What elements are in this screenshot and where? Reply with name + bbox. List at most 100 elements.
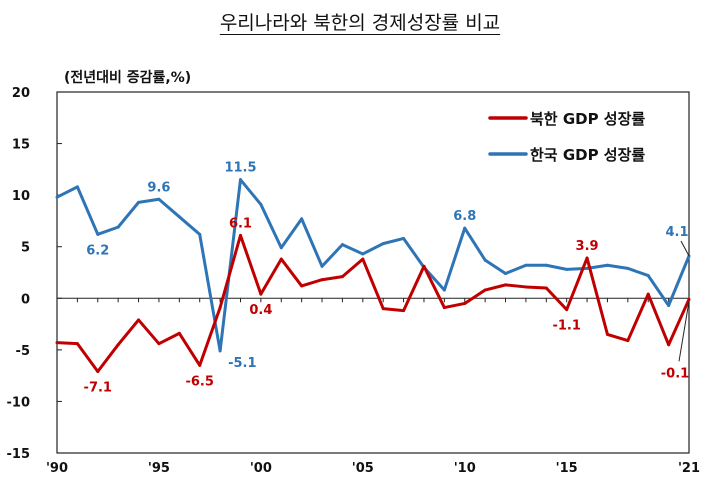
leader-line <box>678 301 690 362</box>
data-point <box>279 246 283 250</box>
data-point <box>442 306 446 310</box>
data-label: 6.1 <box>229 216 252 231</box>
data-point <box>504 272 508 276</box>
data-label: 6.8 <box>453 209 476 224</box>
data-label: 6.2 <box>86 243 109 258</box>
data-label: -0.1 <box>661 366 689 381</box>
data-point <box>463 226 467 230</box>
data-point <box>238 178 242 182</box>
data-point <box>585 266 589 270</box>
data-point <box>667 304 671 308</box>
y-tick-label: 20 <box>12 86 30 101</box>
data-point <box>177 215 181 219</box>
data-point <box>585 256 589 260</box>
data-point <box>361 252 365 256</box>
x-tick-label: '00 <box>250 461 272 476</box>
x-tick-label: '95 <box>148 461 170 476</box>
y-tick-label: -10 <box>7 395 31 410</box>
data-point <box>646 292 650 296</box>
data-point <box>55 341 59 345</box>
data-point <box>320 278 324 282</box>
leader-line <box>680 240 690 257</box>
data-point <box>116 343 120 347</box>
data-point <box>361 257 365 261</box>
data-point <box>198 232 202 236</box>
data-point <box>157 342 161 346</box>
data-point <box>238 233 242 237</box>
data-point <box>279 257 283 261</box>
data-point <box>177 331 181 335</box>
y-axis-unit-label: (전년대비 증감률,%) <box>64 70 192 86</box>
data-point <box>381 307 385 311</box>
y-tick-label: 15 <box>12 138 30 153</box>
legend-label: 한국 GDP 성장률 <box>530 146 645 164</box>
x-tick-label: '15 <box>556 461 578 476</box>
data-point <box>442 288 446 292</box>
data-label: -5.1 <box>228 356 256 371</box>
x-tick-label: '05 <box>352 461 374 476</box>
data-point <box>198 363 202 367</box>
data-point <box>605 263 609 267</box>
data-point <box>565 267 569 271</box>
data-point <box>646 274 650 278</box>
data-point <box>96 370 100 374</box>
chart-title-text: 우리나라와 북한의 경제성장률 비교 <box>219 12 501 34</box>
data-point <box>524 263 528 267</box>
data-point <box>96 232 100 236</box>
data-point <box>218 306 222 310</box>
data-point <box>300 217 304 221</box>
data-point <box>565 308 569 312</box>
data-point <box>137 200 141 204</box>
data-point <box>544 286 548 290</box>
data-label: -6.5 <box>185 374 213 389</box>
data-label: 0.4 <box>249 303 272 318</box>
data-point <box>340 243 344 247</box>
data-point <box>340 275 344 279</box>
data-point <box>402 309 406 313</box>
data-point <box>55 195 59 199</box>
data-point <box>463 301 467 305</box>
data-label: -1.1 <box>552 319 580 334</box>
data-point <box>259 202 263 206</box>
data-label: -7.1 <box>84 381 112 396</box>
data-point <box>137 318 141 322</box>
data-label: 3.9 <box>576 239 599 254</box>
data-point <box>605 332 609 336</box>
data-point <box>75 185 79 189</box>
y-tick-label: -15 <box>7 447 31 462</box>
data-label: 9.6 <box>147 180 170 195</box>
y-tick-label: 5 <box>21 241 30 256</box>
data-point <box>687 297 691 301</box>
data-point <box>626 266 630 270</box>
x-tick-label: '21 <box>678 461 700 476</box>
data-point <box>218 349 222 353</box>
data-point <box>300 284 304 288</box>
chart-title: 우리나라와 북한의 경제성장률 비교 <box>0 8 720 35</box>
data-point <box>157 197 161 201</box>
data-point <box>483 258 487 262</box>
data-point <box>259 292 263 296</box>
x-tick-label: '90 <box>46 461 68 476</box>
data-point <box>381 242 385 246</box>
data-point <box>116 225 120 229</box>
y-tick-label: 10 <box>12 189 30 204</box>
series-line-north-korea <box>56 233 691 374</box>
legend-label: 북한 GDP 성장률 <box>530 110 645 128</box>
data-label: 4.1 <box>665 225 688 240</box>
data-point <box>483 288 487 292</box>
data-point <box>320 264 324 268</box>
data-point <box>504 283 508 287</box>
y-tick-label: 0 <box>21 292 30 307</box>
plot-area-frame <box>56 91 690 454</box>
data-point <box>422 264 426 268</box>
data-label: 11.5 <box>224 161 256 176</box>
series-line-south-korea <box>56 178 691 353</box>
data-point <box>626 339 630 343</box>
data-point <box>524 285 528 289</box>
x-tick-label: '10 <box>454 461 476 476</box>
y-tick-label: -5 <box>16 344 30 359</box>
data-point <box>75 342 79 346</box>
data-point <box>667 343 671 347</box>
data-point <box>544 263 548 267</box>
